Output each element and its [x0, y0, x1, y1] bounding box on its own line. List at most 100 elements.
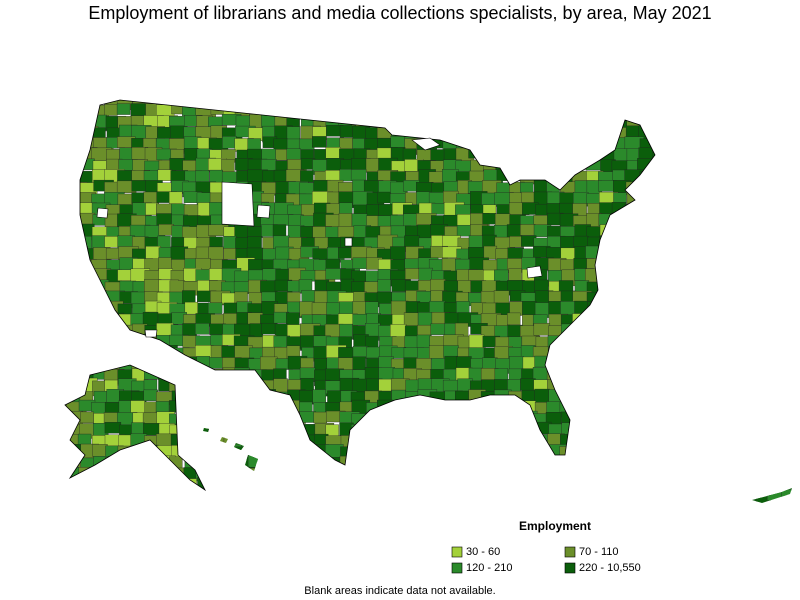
map-region — [689, 412, 705, 428]
map-region — [639, 434, 653, 449]
map-region — [701, 324, 719, 340]
map-region — [637, 456, 654, 473]
map-region — [456, 490, 475, 503]
map-region — [559, 457, 573, 474]
map-region — [405, 115, 424, 127]
map-region — [676, 389, 693, 406]
map-region — [547, 103, 567, 119]
map-region — [573, 467, 590, 484]
legend-label: 70 - 110 — [579, 546, 619, 558]
map-region — [638, 100, 659, 109]
map-region — [247, 435, 265, 451]
map-region — [691, 335, 708, 349]
map-region — [195, 170, 210, 184]
map-region — [143, 345, 160, 360]
map-region — [794, 301, 800, 314]
map-region — [626, 103, 643, 120]
map-region — [716, 257, 735, 275]
map-region — [574, 435, 593, 447]
map-region — [665, 479, 683, 493]
map-region — [743, 468, 762, 484]
map-region — [168, 357, 185, 375]
map-region — [728, 465, 746, 483]
map-region — [366, 455, 381, 472]
map-region — [611, 466, 625, 481]
map-region — [754, 389, 769, 401]
map-region — [769, 259, 785, 275]
map-region — [691, 257, 710, 275]
map-region — [612, 289, 628, 307]
map-region — [287, 477, 301, 493]
map-region — [704, 214, 720, 231]
map-region — [690, 127, 707, 140]
map-region — [702, 356, 722, 373]
map-region — [702, 138, 723, 154]
map-region — [691, 455, 711, 468]
map-region — [755, 457, 770, 474]
map-region — [741, 357, 760, 375]
map-region — [299, 105, 316, 119]
map-region — [184, 401, 201, 413]
map-region — [741, 435, 761, 449]
map-region — [247, 138, 261, 150]
map-region — [158, 367, 173, 380]
map-region — [625, 226, 646, 238]
map-region — [456, 116, 477, 131]
map-region — [741, 379, 755, 396]
map-region — [587, 103, 608, 118]
map-region — [663, 400, 677, 412]
map-region — [65, 477, 74, 493]
map-region — [717, 411, 734, 427]
map-region — [678, 357, 693, 370]
map-region — [313, 411, 327, 424]
map-region — [717, 204, 737, 216]
map-region — [664, 379, 683, 394]
map-region — [561, 105, 575, 123]
map-region — [286, 456, 303, 471]
map-region — [67, 356, 84, 371]
map-region — [793, 136, 800, 151]
map-region — [665, 334, 681, 350]
map-region — [794, 236, 800, 249]
map-region — [221, 379, 242, 394]
map-region — [690, 435, 710, 452]
map-region — [508, 432, 523, 448]
map-region — [613, 346, 630, 360]
map-region — [702, 334, 722, 350]
map-region — [639, 401, 657, 414]
map-region — [221, 443, 242, 460]
map-region — [144, 456, 164, 469]
map-region — [691, 100, 712, 107]
map-region — [558, 280, 574, 292]
map-region — [793, 345, 800, 356]
map-region — [261, 103, 281, 115]
map-region — [312, 455, 326, 468]
map-region — [496, 147, 517, 164]
map-region — [650, 465, 666, 482]
map-region — [741, 182, 757, 197]
map-region — [716, 212, 734, 226]
map-region — [560, 345, 576, 360]
map-region — [561, 126, 581, 142]
map-region — [754, 433, 774, 450]
map-region — [418, 446, 432, 460]
map-region — [104, 104, 118, 116]
map-region — [351, 424, 368, 441]
map-region — [366, 466, 381, 480]
map-region — [754, 136, 771, 149]
map-region — [677, 291, 697, 305]
map-region — [678, 235, 692, 251]
map-region — [444, 434, 462, 451]
map-region — [561, 116, 575, 132]
map-region — [65, 103, 66, 120]
map-region — [132, 445, 148, 459]
map-region — [495, 478, 513, 496]
map-region — [663, 432, 681, 446]
map-region — [442, 116, 458, 131]
map-region — [404, 100, 419, 110]
map-region — [455, 435, 470, 448]
map-region — [416, 433, 436, 449]
map-region — [65, 158, 85, 170]
map-region — [572, 116, 589, 130]
map-region — [340, 105, 360, 118]
